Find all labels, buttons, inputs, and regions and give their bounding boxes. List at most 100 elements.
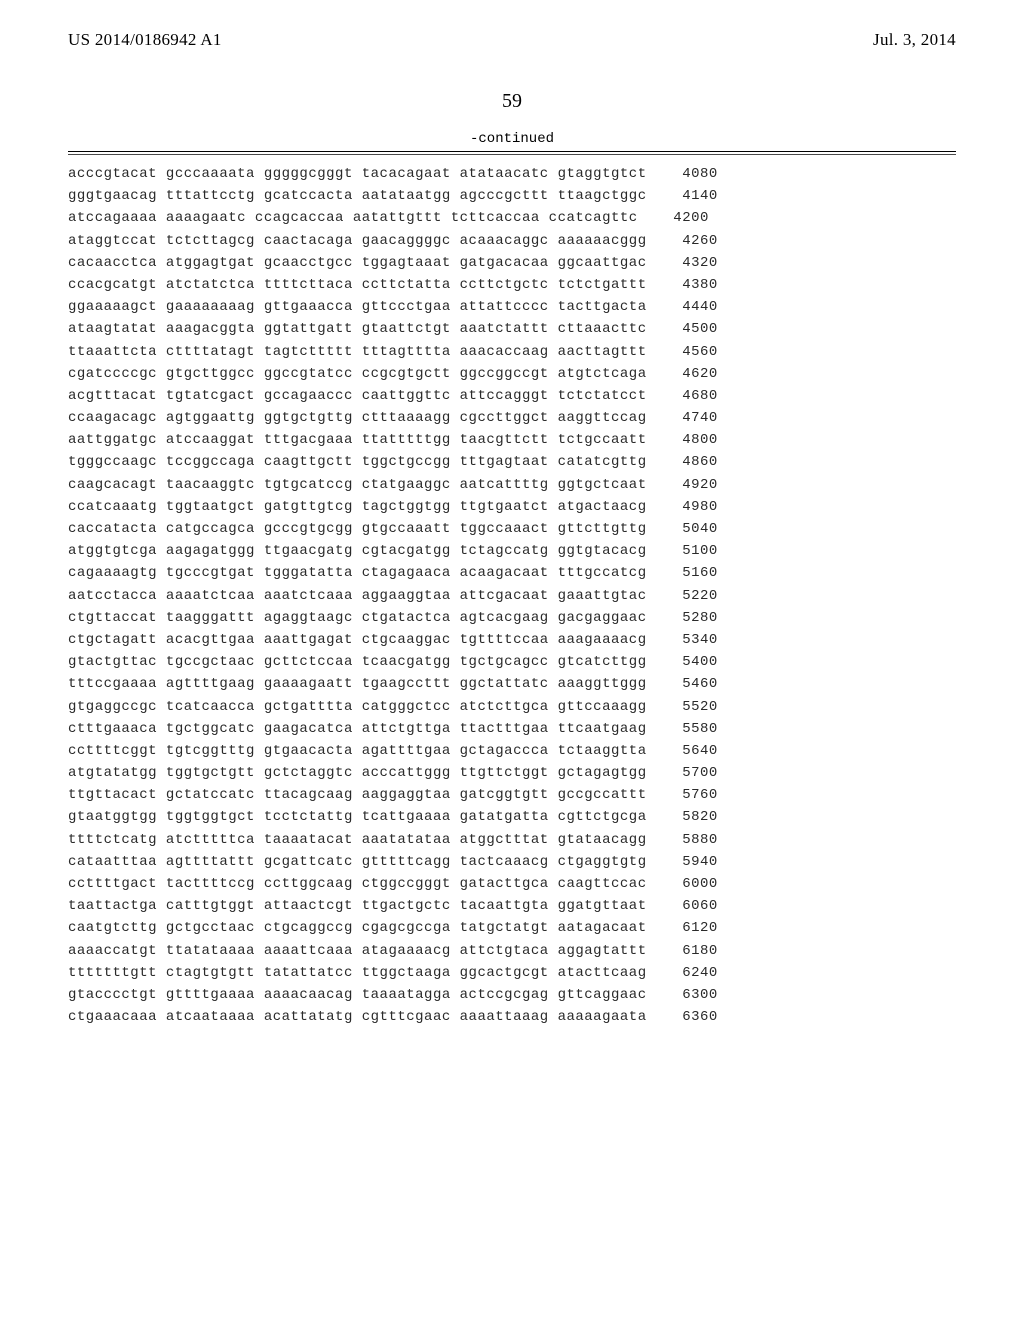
sequence-text: aaaaccatgt ttatataaaa aaaattcaaa atagaaa… — [68, 943, 647, 959]
sequence-text: caatgtcttg gctgcctaac ctgcaggccg cgagcgc… — [68, 920, 647, 936]
sequence-listing: acccgtacat gcccaaaata gggggcgggt tacacag… — [0, 167, 1024, 1024]
sequence-position: 6000 — [682, 876, 718, 892]
sequence-row: acgtttacat tgtatcgact gccagaaccc caattgg… — [68, 389, 956, 403]
sequence-row: acccgtacat gcccaaaata gggggcgggt tacacag… — [68, 167, 956, 181]
sequence-text: taattactga catttgtggt attaactcgt ttgactg… — [68, 898, 647, 914]
sequence-position: 5400 — [682, 654, 718, 670]
sequence-row: gtactgttac tgccgctaac gcttctccaa tcaacga… — [68, 655, 956, 669]
sequence-text: ttaaattcta cttttatagt tagtcttttt tttagtt… — [68, 344, 647, 360]
sequence-row: cagaaaagtg tgcccgtgat tgggatatta ctagaga… — [68, 566, 956, 580]
sequence-text: ttgttacact gctatccatc ttacagcaag aaggagg… — [68, 787, 647, 803]
sequence-position: 5100 — [682, 543, 718, 559]
sequence-row: ttgttacact gctatccatc ttacagcaag aaggagg… — [68, 788, 956, 802]
sequence-text: ccatcaaatg tggtaatgct gatgttgtcg tagctgg… — [68, 499, 647, 515]
sequence-row: ccatcaaatg tggtaatgct gatgttgtcg tagctgg… — [68, 500, 956, 514]
sequence-position: 5220 — [682, 588, 718, 604]
sequence-row: ccttttgact tacttttccg ccttggcaag ctggccg… — [68, 877, 956, 891]
sequence-position: 6180 — [682, 943, 718, 959]
sequence-row: ctgttaccat taagggattt agaggtaagc ctgatac… — [68, 611, 956, 625]
sequence-position: 5940 — [682, 854, 718, 870]
sequence-position: 5880 — [682, 832, 718, 848]
sequence-text: cacaacctca atggagtgat gcaacctgcc tggagta… — [68, 255, 647, 271]
sequence-position: 5640 — [682, 743, 718, 759]
sequence-position: 4320 — [682, 255, 718, 271]
sequence-row: ctttgaaaca tgctggcatc gaagacatca attctgt… — [68, 722, 956, 736]
sequence-position: 5700 — [682, 765, 718, 781]
sequence-position: 4740 — [682, 410, 718, 426]
sequence-position: 4500 — [682, 321, 718, 337]
sequence-position: 4260 — [682, 233, 718, 249]
sequence-text: tttccgaaaa agttttgaag gaaaagaatt tgaagcc… — [68, 676, 647, 692]
sequence-row: aaaaccatgt ttatataaaa aaaattcaaa atagaaa… — [68, 944, 956, 958]
sequence-text: ccacgcatgt atctatctca ttttcttaca ccttcta… — [68, 277, 647, 293]
sequence-text: ataagtatat aaagacggta ggtattgatt gtaattc… — [68, 321, 647, 337]
sequence-row: ggaaaaagct gaaaaaaaag gttgaaacca gttccct… — [68, 300, 956, 314]
sequence-row: ctgaaacaaa atcaataaaa acattatatg cgtttcg… — [68, 1010, 956, 1024]
sequence-row: caagcacagt taacaaggtc tgtgcatccg ctatgaa… — [68, 478, 956, 492]
sequence-text: atgtatatgg tggtgctgtt gctctaggtc acccatt… — [68, 765, 647, 781]
sequence-text: gtactgttac tgccgctaac gcttctccaa tcaacga… — [68, 654, 647, 670]
sequence-position: 6300 — [682, 987, 718, 1003]
sequence-text: gggtgaacag tttattcctg gcatccacta aatataa… — [68, 188, 647, 204]
sequence-row: gtgaggccgc tcatcaacca gctgatttta catgggc… — [68, 700, 956, 714]
document-header: US 2014/0186942 A1 Jul. 3, 2014 — [0, 0, 1024, 62]
sequence-text: ccttttgact tacttttccg ccttggcaag ctggccg… — [68, 876, 647, 892]
sequence-text: tttttttgtt ctagtgtgtt tatattatcc ttggcta… — [68, 965, 647, 981]
sequence-position: 4620 — [682, 366, 718, 382]
sequence-row: caatgtcttg gctgcctaac ctgcaggccg cgagcgc… — [68, 921, 956, 935]
sequence-row: ataggtccat tctcttagcg caactacaga gaacagg… — [68, 234, 956, 248]
sequence-row: cataatttaa agttttattt gcgattcatc gtttttc… — [68, 855, 956, 869]
sequence-row: gggtgaacag tttattcctg gcatccacta aatataa… — [68, 189, 956, 203]
sequence-text: gtaatggtgg tggtggtgct tcctctattg tcattga… — [68, 809, 647, 825]
sequence-position: 5040 — [682, 521, 718, 537]
sequence-position: 6060 — [682, 898, 718, 914]
sequence-row: atccagaaaa aaaagaatc ccagcaccaa aatattgt… — [68, 211, 956, 225]
sequence-row: atggtgtcga aagagatggg ttgaacgatg cgtacga… — [68, 544, 956, 558]
sequence-row: caccatacta catgccagca gcccgtgcgg gtgccaa… — [68, 522, 956, 536]
sequence-text: ctttgaaaca tgctggcatc gaagacatca attctgt… — [68, 721, 647, 737]
sequence-position: 4560 — [682, 344, 718, 360]
sequence-position: 4380 — [682, 277, 718, 293]
sequence-position: 5280 — [682, 610, 718, 626]
sequence-row: taattactga catttgtggt attaactcgt ttgactg… — [68, 899, 956, 913]
sequence-position: 5520 — [682, 699, 718, 715]
sequence-row: atgtatatgg tggtgctgtt gctctaggtc acccatt… — [68, 766, 956, 780]
sequence-position: 4920 — [682, 477, 718, 493]
publication-number: US 2014/0186942 A1 — [68, 30, 222, 50]
sequence-text: ttttctcatg atctttttca taaaatacat aaatata… — [68, 832, 647, 848]
sequence-row: ttaaattcta cttttatagt tagtcttttt tttagtt… — [68, 345, 956, 359]
sequence-row: tgggccaagc tccggccaga caagttgctt tggctgc… — [68, 455, 956, 469]
sequence-row: ttttctcatg atctttttca taaaatacat aaatata… — [68, 833, 956, 847]
sequence-row: tttttttgtt ctagtgtgtt tatattatcc ttggcta… — [68, 966, 956, 980]
sequence-row: gtaatggtgg tggtggtgct tcctctattg tcattga… — [68, 810, 956, 824]
sequence-position: 5160 — [682, 565, 718, 581]
sequence-position: 6240 — [682, 965, 718, 981]
sequence-text: atggtgtcga aagagatggg ttgaacgatg cgtacga… — [68, 543, 647, 559]
sequence-text: ctgctagatt acacgttgaa aaattgagat ctgcaag… — [68, 632, 647, 648]
separator-bottom — [68, 154, 956, 155]
sequence-position: 4080 — [682, 166, 718, 182]
sequence-position: 5760 — [682, 787, 718, 803]
sequence-row: aattggatgc atccaaggat tttgacgaaa ttatttt… — [68, 433, 956, 447]
sequence-text: caagcacagt taacaaggtc tgtgcatccg ctatgaa… — [68, 477, 647, 493]
sequence-text: ataggtccat tctcttagcg caactacaga gaacagg… — [68, 233, 647, 249]
sequence-row: tttccgaaaa agttttgaag gaaaagaatt tgaagcc… — [68, 677, 956, 691]
sequence-position: 4980 — [682, 499, 718, 515]
sequence-row: cacaacctca atggagtgat gcaacctgcc tggagta… — [68, 256, 956, 270]
sequence-position: 5580 — [682, 721, 718, 737]
sequence-row: cgatccccgc gtgcttggcc ggccgtatcc ccgcgtg… — [68, 367, 956, 381]
sequence-text: cgatccccgc gtgcttggcc ggccgtatcc ccgcgtg… — [68, 366, 647, 382]
sequence-row: ccttttcggt tgtcggtttg gtgaacacta agatttt… — [68, 744, 956, 758]
sequence-row: ctgctagatt acacgttgaa aaattgagat ctgcaag… — [68, 633, 956, 647]
sequence-text: atccagaaaa aaaagaatc ccagcaccaa aatattgt… — [68, 210, 638, 226]
sequence-text: caccatacta catgccagca gcccgtgcgg gtgccaa… — [68, 521, 647, 537]
sequence-text: aatcctacca aaaatctcaa aaatctcaaa aggaagg… — [68, 588, 647, 604]
sequence-text: ctgaaacaaa atcaataaaa acattatatg cgtttcg… — [68, 1009, 647, 1025]
sequence-text: ctgttaccat taagggattt agaggtaagc ctgatac… — [68, 610, 647, 626]
sequence-text: acgtttacat tgtatcgact gccagaaccc caattgg… — [68, 388, 647, 404]
sequence-row: ccacgcatgt atctatctca ttttcttaca ccttcta… — [68, 278, 956, 292]
sequence-row: gtacccctgt gttttgaaaa aaaacaacag taaaata… — [68, 988, 956, 1002]
page-number: 59 — [0, 90, 1024, 113]
sequence-text: ccaagacagc agtggaattg ggtgctgttg ctttaaa… — [68, 410, 647, 426]
sequence-position: 4680 — [682, 388, 718, 404]
